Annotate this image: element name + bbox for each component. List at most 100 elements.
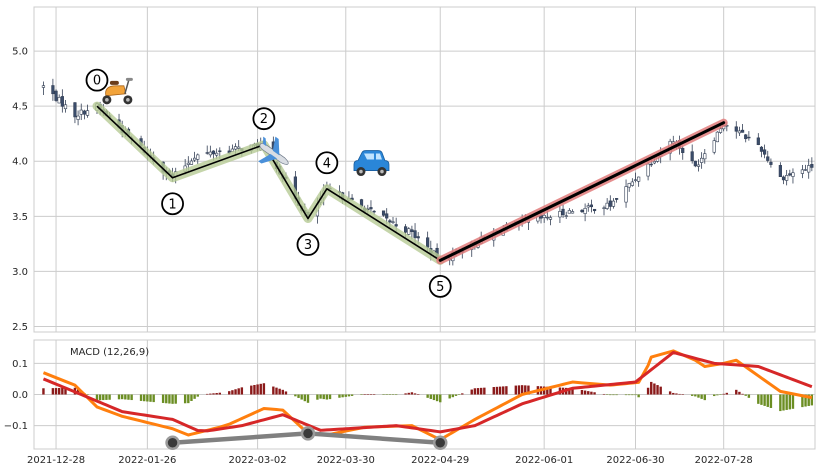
candle-body: [734, 126, 738, 132]
price-y-tick-label: 3.5: [12, 212, 28, 223]
scooter-body: [105, 85, 127, 97]
macd-histogram-bar: [391, 394, 395, 395]
macd-histogram-bar: [325, 394, 329, 400]
wave-label-circle: [161, 192, 184, 216]
macd-histogram-bar: [719, 394, 722, 395]
macd-histogram-bar: [350, 394, 354, 396]
macd-histogram-bar: [306, 394, 310, 403]
macd-y-ticks: −0.1 0.0 0.1: [4, 359, 28, 432]
macd-histogram-bar: [253, 385, 256, 395]
macd-histogram-bar: [206, 393, 209, 395]
macd-histogram-bar: [209, 393, 212, 395]
macd-histogram-bar: [372, 394, 376, 395]
candle-body: [800, 169, 805, 174]
macd-histogram-bar: [495, 386, 499, 395]
candle-body: [605, 202, 609, 209]
macd-histogram-bar: [212, 393, 215, 395]
candle-body: [766, 156, 770, 161]
wave-label: 5: [436, 280, 444, 295]
macd-histogram-bar: [580, 389, 584, 395]
macd-histogram-bar: [117, 394, 121, 400]
macd-histogram-bar: [492, 387, 495, 395]
macd-histogram-bar: [95, 394, 99, 401]
macd-histogram-bar: [139, 394, 143, 401]
macd-histogram-bar: [193, 394, 196, 399]
candle-body: [718, 128, 723, 133]
macd-panel: −0.1 0.0 0.1 MACD (12,26,9): [4, 339, 816, 451]
candle-body: [744, 134, 748, 140]
candle-body: [788, 173, 792, 176]
candle-body: [558, 210, 562, 218]
macd-y-tick-label: 0.0: [12, 390, 28, 401]
macd-histogram-bar: [105, 394, 108, 400]
macd-histogram-bar: [165, 394, 168, 404]
macd-histogram-bar: [363, 394, 366, 395]
macd-histogram-bar: [700, 394, 703, 399]
candle-body: [810, 164, 814, 168]
wave-label: 0: [93, 74, 101, 89]
macd-histogram-bar: [470, 389, 473, 395]
macd-histogram-bar: [785, 394, 788, 410]
candle-body: [186, 162, 190, 165]
x-tick-label: 2021-12-28: [27, 455, 85, 466]
macd-histogram-bar: [448, 394, 451, 399]
macd-histogram-bar: [86, 394, 89, 395]
macd-histogram-bar: [284, 391, 288, 395]
macd-histogram-bar: [571, 388, 574, 395]
macd-histogram-bar: [590, 391, 593, 395]
macd-histogram-bar: [432, 394, 436, 401]
macd-histogram-bar: [716, 394, 719, 396]
candle-body: [369, 207, 373, 210]
airplane-wing-left: [272, 136, 280, 156]
candle-body: [196, 154, 200, 160]
macd-histogram-bar: [483, 387, 486, 395]
macd-histogram-bar: [735, 389, 738, 395]
macd-histogram-bar: [612, 394, 615, 396]
macd-y-tick-label: −0.1: [4, 421, 28, 432]
candle-body: [545, 216, 549, 219]
candle-body: [205, 152, 209, 154]
macd-histogram-bar: [476, 388, 480, 395]
macd-histogram-bar: [294, 394, 297, 397]
macd-histogram-bar: [168, 394, 171, 404]
macd-histogram-bar: [609, 394, 612, 396]
macd-histogram-bar: [388, 394, 392, 395]
macd-histogram-bar: [668, 391, 672, 395]
price-y-ticks: 2.5 3.0 3.5 4.0 4.5 5.0: [12, 47, 28, 333]
macd-histogram-bar: [801, 394, 804, 408]
macd-histogram-bar: [505, 386, 508, 395]
macd-histogram-bar: [769, 394, 773, 408]
candle-body: [548, 217, 553, 220]
candle-body: [586, 205, 590, 208]
macd-histogram-bar: [278, 388, 281, 395]
macd-histogram-bar: [297, 394, 300, 398]
candle-body: [385, 213, 389, 219]
candle-body: [696, 164, 701, 167]
macd-histogram-bar: [454, 394, 458, 396]
macd-histogram-bar: [183, 394, 187, 404]
macd-histogram-bar: [98, 394, 102, 401]
candle-body: [690, 151, 694, 162]
macd-histogram-bar: [527, 385, 530, 395]
candle-body: [580, 209, 584, 213]
candle-body: [542, 214, 546, 218]
candle-body: [589, 204, 594, 208]
x-tick-label: 2022-07-28: [695, 455, 753, 466]
macd-histogram-bar: [404, 393, 407, 395]
macd-histogram-bar: [300, 394, 303, 400]
macd-histogram-bar: [231, 390, 234, 395]
macd-histogram-bar: [394, 394, 398, 396]
macd-histogram-bar: [256, 384, 259, 395]
scooter-seat: [109, 80, 119, 85]
x-axis-ticks: 2021-12-28 2022-01-26 2022-03-02 2022-03-30…: [27, 455, 753, 466]
divergence-point: [165, 435, 180, 451]
macd-histogram-bar: [627, 394, 631, 396]
macd-histogram-bar: [690, 394, 694, 396]
macd-histogram-bar: [407, 392, 410, 395]
car-icon: [353, 150, 390, 177]
macd-histogram-bar: [650, 381, 653, 395]
macd-histogram-bar: [319, 394, 322, 399]
candle-body: [63, 104, 68, 110]
wave-label-circle: [252, 107, 276, 131]
macd-histogram-bar: [57, 388, 61, 395]
